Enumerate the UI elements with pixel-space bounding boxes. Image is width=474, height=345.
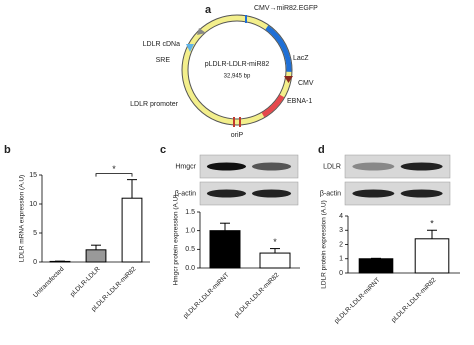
bar	[209, 230, 241, 269]
bar	[358, 258, 394, 274]
ebna-segment	[261, 94, 285, 118]
significance-bracket	[95, 173, 133, 177]
plasmid-name: pLDLR-LDLR-miR82	[205, 61, 270, 68]
bar	[121, 197, 143, 263]
blot-label: LDLR	[323, 163, 341, 170]
x-tick-label: pLDLR-LDLR	[69, 265, 102, 298]
significance-label: *	[430, 219, 434, 229]
y-axis-title: LDLR mRNA expression (A.U)	[19, 175, 26, 262]
plasmid-map: a pLDLR-LDLR-miR82 32,945 bp CMV→miR82.E…	[130, 4, 318, 139]
feature-label: LDLR promoter	[130, 101, 179, 108]
feature-label: LDLR cDNa	[143, 41, 180, 48]
blot-label: β-actin	[320, 190, 341, 197]
feature-label: SRE	[156, 57, 171, 64]
significance-label: *	[112, 164, 116, 174]
y-tick-label: 0	[33, 259, 37, 266]
blot-label: β-actin	[175, 190, 196, 197]
y-tick-label: 0	[339, 270, 343, 277]
x-tick-label: pLDLR-LDLR-miRNT	[333, 277, 381, 325]
y-tick-label: 4	[339, 213, 343, 220]
significance-label: *	[273, 237, 277, 247]
bar	[414, 238, 450, 274]
cdna-arrow	[197, 28, 206, 35]
bar-chart: c 0.0 0.5 1.0 1.5 Hmgcr protein expression (A…	[160, 144, 300, 320]
y-tick-label: 3	[339, 227, 343, 234]
y-tick-label: 1.0	[185, 228, 195, 235]
blot-strip	[344, 154, 451, 179]
panel-label: c	[160, 144, 166, 156]
x-tick-label: Untransfected	[32, 265, 66, 299]
blot-band	[400, 189, 443, 198]
lacz-segment	[265, 25, 292, 72]
y-tick-label: 10	[29, 201, 37, 208]
y-tick-label: 1	[339, 256, 343, 263]
blot-band	[251, 162, 292, 171]
panel-label: a	[205, 4, 212, 16]
y-tick-label: 1.5	[185, 209, 195, 216]
x-tick-label: pLDLR-LDLR-miRNT	[182, 272, 230, 320]
y-tick-label: 15	[29, 172, 37, 179]
blot-band	[400, 162, 443, 171]
cmv-arrow	[284, 76, 293, 83]
blot-band	[251, 189, 292, 198]
bar	[85, 249, 107, 263]
feature-label: CMV	[298, 80, 314, 87]
y-tick-label: 2	[339, 241, 343, 248]
feature-label: LacZ	[293, 55, 309, 62]
blot-band	[206, 162, 247, 171]
blot-band	[206, 189, 247, 198]
blot-band	[352, 189, 395, 198]
y-tick-label: 0.5	[185, 246, 195, 253]
feature-label: CMV→miR82.EGFP	[254, 5, 318, 12]
blot-strip	[199, 181, 299, 206]
y-axis-title: Hmgcr protein expression (A.U)	[173, 194, 180, 285]
y-tick-label: 5	[33, 230, 37, 237]
blot-band	[352, 162, 395, 171]
blot-label: Hmgcr	[175, 163, 196, 170]
blot-strip	[344, 181, 451, 206]
x-tick-label: pLDLR-LDLR-miR82	[233, 271, 281, 319]
y-axis-title: LDLR protein expression (A.U)	[321, 200, 328, 289]
plasmid-size: 32,945 bp	[224, 74, 251, 80]
bar	[259, 252, 291, 269]
x-tick-label: pLDLR-LDLR-miR82	[390, 276, 438, 324]
panel-label: d	[318, 144, 325, 156]
sre-arrow	[186, 44, 194, 52]
bar-chart: d 0 1 2 3 4 LDLR protein expression (A.U) pLDLR…	[318, 144, 460, 325]
panel-label: b	[4, 144, 11, 156]
y-tick-label: 0.0	[185, 265, 195, 272]
feature-label: EBNA-1	[287, 98, 312, 105]
blot-strip	[199, 154, 299, 179]
feature-label: oriP	[231, 132, 244, 139]
